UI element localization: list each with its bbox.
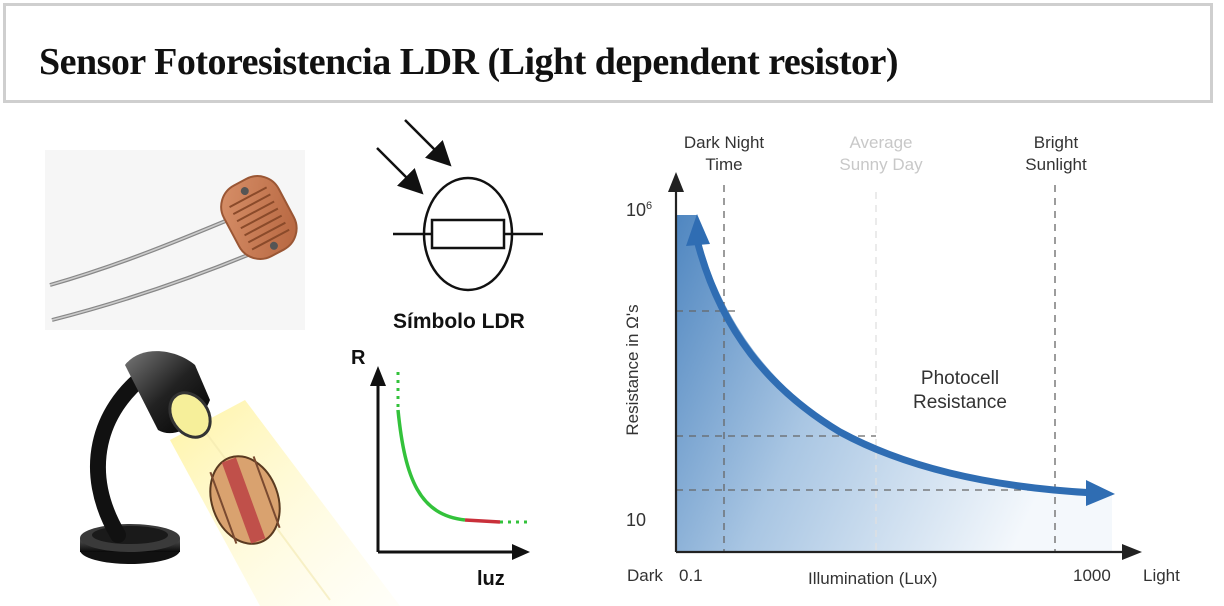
marker-dark-night: Dark Night Time <box>676 132 772 176</box>
curve-label-line2: Resistance <box>913 392 1007 413</box>
photocell-resistance-curve <box>693 236 1099 497</box>
marker-sunny-day-line2: Sunny Day <box>839 155 923 174</box>
marker-sunny-day-line1: Average <box>849 133 913 152</box>
marker-sunny-day: Average Sunny Day <box>826 132 936 176</box>
marker-dark-night-line2: Time <box>705 155 743 174</box>
mini-r-luz-graph <box>370 366 530 560</box>
curve-arrow-right <box>1086 480 1115 506</box>
y-tick-top-exponent: 6 <box>646 200 653 212</box>
curve-label-line1: Photocell <box>920 368 1000 389</box>
ldr-photo <box>45 150 305 330</box>
curve-label: Photocell Resistance <box>910 367 1010 415</box>
x-axis-label: Illumination (Lux) <box>808 569 938 588</box>
x-right-word: Light <box>1143 566 1180 585</box>
y-tick-bottom: 10 <box>626 510 647 530</box>
y-axis-label: Resistance in Ω's <box>623 304 642 436</box>
mini-graph-x-label: luz <box>477 568 505 590</box>
x-left-word: Dark <box>627 566 663 585</box>
page-title: Sensor Fotoresistencia LDR (Light depend… <box>39 41 899 83</box>
marker-sunlight: Bright Sunlight <box>1008 132 1104 176</box>
y-tick-top: 106 <box>626 200 652 221</box>
ldr-symbol <box>376 119 543 292</box>
marker-sunlight-line1: Bright <box>1033 133 1079 152</box>
x-tick-left: 0.1 <box>679 566 703 585</box>
lamp-illustration <box>80 351 400 606</box>
curve-arrow-top <box>686 214 710 246</box>
marker-sunlight-line2: Sunlight <box>1025 155 1087 174</box>
symbol-label: Símbolo LDR <box>393 310 525 333</box>
resistance-chart <box>668 172 1142 560</box>
mini-graph-y-label: R <box>351 347 366 369</box>
x-tick-right: 1000 <box>1073 566 1111 585</box>
y-tick-top-base: 10 <box>626 200 647 220</box>
title-banner: Sensor Fotoresistencia LDR (Light depend… <box>3 3 1213 103</box>
marker-dark-night-line1: Dark Night <box>683 133 765 152</box>
area-under-curve <box>676 215 1112 552</box>
